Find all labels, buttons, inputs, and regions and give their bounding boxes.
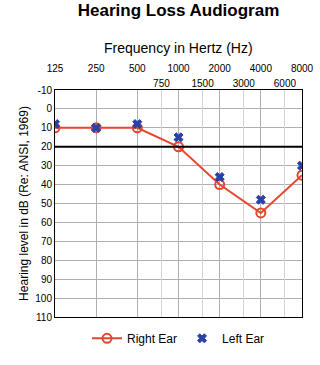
svg-text:125: 125 (47, 63, 64, 74)
svg-text:500: 500 (129, 63, 146, 74)
svg-text:Right Ear: Right Ear (127, 332, 177, 346)
svg-text:70: 70 (41, 236, 53, 247)
svg-text:Hearing Loss Audiogram: Hearing Loss Audiogram (78, 1, 280, 20)
svg-text:60: 60 (41, 217, 53, 228)
svg-text:750: 750 (153, 78, 170, 89)
svg-text:100: 100 (35, 293, 52, 304)
svg-text:1500: 1500 (191, 78, 214, 89)
svg-text:4000: 4000 (250, 63, 273, 74)
svg-text:8000: 8000 (291, 63, 314, 74)
svg-text:50: 50 (41, 198, 53, 209)
svg-text:30: 30 (41, 160, 53, 171)
svg-text:Frequency in Hertz (Hz): Frequency in Hertz (Hz) (104, 40, 253, 56)
svg-text:10: 10 (41, 122, 53, 133)
svg-text:Left Ear: Left Ear (222, 332, 264, 346)
svg-text:0: 0 (46, 103, 52, 114)
svg-text:Hearing level in dB (Re: ANSI,: Hearing level in dB (Re: ANSI, 1969) (17, 106, 31, 301)
svg-text:2000: 2000 (209, 63, 232, 74)
svg-text:20: 20 (41, 141, 53, 152)
svg-text:40: 40 (41, 179, 53, 190)
svg-text:80: 80 (41, 255, 53, 266)
svg-text:110: 110 (36, 312, 52, 323)
svg-text:250: 250 (88, 63, 105, 74)
svg-text:3000: 3000 (233, 78, 256, 89)
svg-text:1000: 1000 (167, 63, 190, 74)
svg-text:-10: -10 (38, 85, 53, 96)
svg-text:6000: 6000 (274, 78, 297, 89)
svg-text:90: 90 (41, 274, 53, 285)
